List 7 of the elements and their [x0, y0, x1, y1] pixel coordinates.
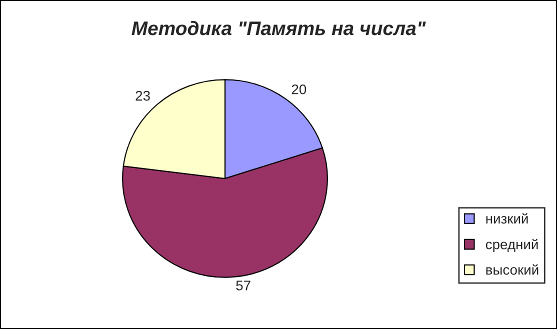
legend-label: низкий [486, 213, 528, 224]
data-label: 23 [136, 90, 150, 101]
data-label: 57 [236, 280, 250, 290]
data-label: 20 [292, 84, 306, 94]
chart-title: Методика "Память на числа" [132, 20, 426, 36]
legend-label: средний [486, 238, 538, 252]
legend-label: высокий [486, 264, 538, 275]
